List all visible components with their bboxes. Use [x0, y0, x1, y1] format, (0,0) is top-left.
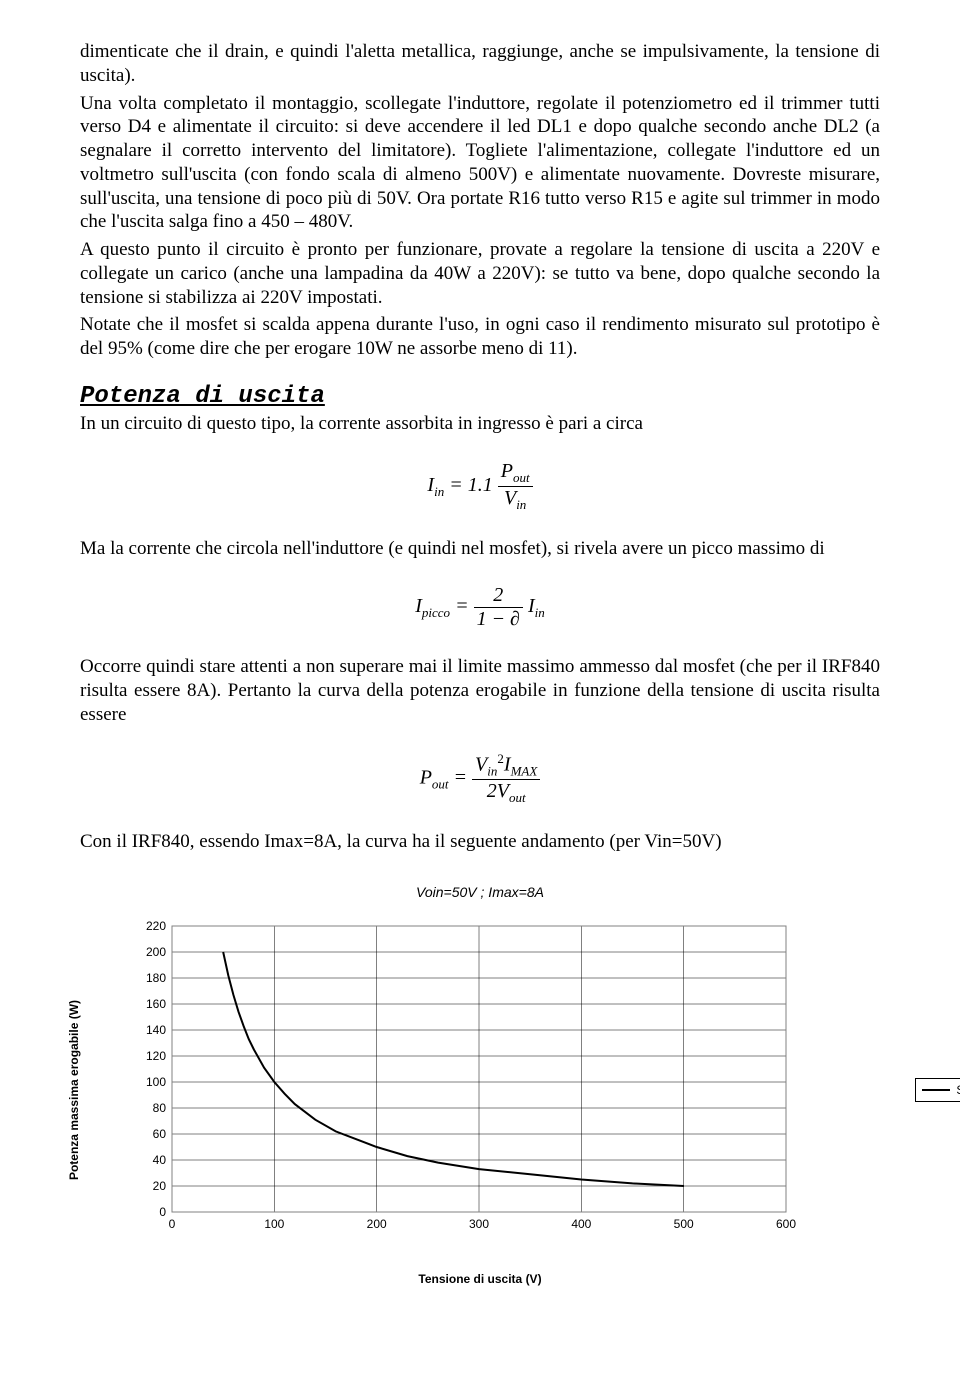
svg-text:200: 200 [146, 945, 166, 959]
svg-text:20: 20 [153, 1179, 167, 1193]
chart-xlabel: Tensione di uscita (V) [418, 1272, 541, 1286]
svg-text:300: 300 [469, 1217, 489, 1231]
legend-label: Serie1 [956, 1083, 960, 1097]
paragraph-2: Una volta completato il montaggio, scoll… [80, 92, 880, 235]
paragraph-7: Occorre quindi stare attenti a non super… [80, 655, 880, 726]
svg-text:180: 180 [146, 971, 166, 985]
paragraph-8: Con il IRF840, essendo Imax=8A, la curva… [80, 830, 880, 854]
svg-text:60: 60 [153, 1127, 167, 1141]
chart-legend: Serie1 [915, 1078, 960, 1102]
paragraph-6: Ma la corrente che circola nell'induttor… [80, 537, 880, 561]
svg-text:100: 100 [146, 1075, 166, 1089]
svg-text:400: 400 [571, 1217, 591, 1231]
svg-text:200: 200 [367, 1217, 387, 1231]
svg-text:120: 120 [146, 1049, 166, 1063]
equation-pout: Pout = Vin2IMAX 2Vout [80, 751, 880, 807]
paragraph-4: Notate che il mosfet si scalda appena du… [80, 313, 880, 361]
paragraph-5: In un circuito di questo tipo, la corren… [80, 412, 880, 436]
equation-iin: Iin = 1.1 Pout Vin [80, 460, 880, 513]
svg-text:160: 160 [146, 997, 166, 1011]
svg-text:500: 500 [674, 1217, 694, 1231]
svg-text:100: 100 [264, 1217, 284, 1231]
power-chart: Potenza massima erogabile (W) Tensione d… [80, 920, 880, 1260]
svg-text:140: 140 [146, 1023, 166, 1037]
chart-ylabel: Potenza massima erogabile (W) [67, 1000, 81, 1180]
chart-title: Voin=50V ; Imax=8A [80, 884, 880, 900]
svg-text:0: 0 [169, 1217, 176, 1231]
paragraph-1: dimenticate che il drain, e quindi l'ale… [80, 40, 880, 88]
equation-ipicco: Ipicco = 2 1 − ∂ Iin [80, 584, 880, 631]
svg-text:0: 0 [159, 1205, 166, 1219]
svg-text:220: 220 [146, 920, 166, 933]
section-title-potenza: Potenza di uscita [80, 383, 880, 410]
legend-line-icon [922, 1089, 950, 1091]
svg-text:600: 600 [776, 1217, 796, 1231]
svg-text:40: 40 [153, 1153, 167, 1167]
paragraph-3: A questo punto il circuito è pronto per … [80, 238, 880, 309]
svg-text:80: 80 [153, 1101, 167, 1115]
